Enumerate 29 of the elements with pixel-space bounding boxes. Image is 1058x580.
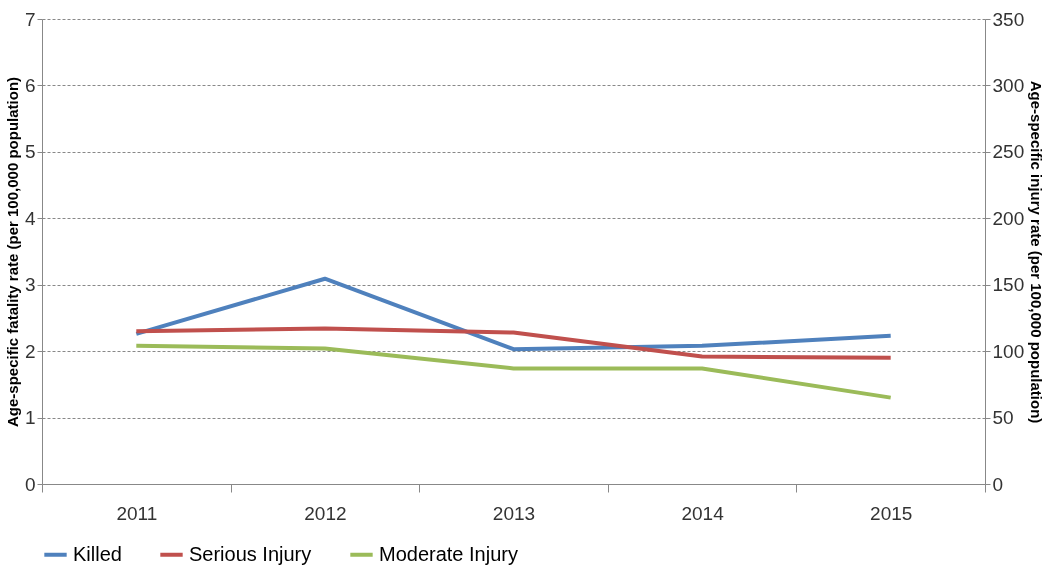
legend-label: Moderate Injury bbox=[379, 542, 518, 565]
y2-tick-label: 300 bbox=[992, 74, 1025, 96]
y2-tick-label: 100 bbox=[992, 340, 1025, 362]
y-tick-label: 0 bbox=[24, 473, 36, 495]
y-axis-title: Age-specific fatality rate (per 100,000 population) bbox=[3, 76, 21, 428]
x-tick-label: 2011 bbox=[116, 502, 158, 524]
y-tick-label: 2 bbox=[24, 340, 36, 362]
legend-label: Serious Injury bbox=[189, 542, 312, 565]
y-tick-label: 6 bbox=[24, 74, 36, 96]
y2-tick-label: 150 bbox=[992, 274, 1025, 296]
legend-label: Killed bbox=[73, 542, 122, 565]
y-tick-label: 1 bbox=[24, 407, 36, 429]
x-tick-label: 2015 bbox=[870, 502, 913, 524]
x-tick-label: 2014 bbox=[681, 502, 725, 524]
y2-tick-label: 250 bbox=[992, 141, 1025, 163]
y-tick-label: 4 bbox=[24, 207, 36, 229]
y2-tick-label: 50 bbox=[992, 407, 1014, 429]
line-series bbox=[134, 276, 893, 352]
y-tick-label: 3 bbox=[24, 274, 36, 296]
y2-axis-title: Age-specific injury rate (per 100,000 population) bbox=[1028, 80, 1046, 424]
y2-tick-label: 0 bbox=[992, 473, 1004, 495]
y2-tick-label: 350 bbox=[992, 8, 1025, 30]
y-tick-label: 5 bbox=[24, 141, 36, 163]
line-series bbox=[134, 326, 893, 360]
x-tick-label: 2012 bbox=[304, 502, 347, 524]
y-tick-label: 7 bbox=[24, 8, 36, 30]
y2-tick-label: 200 bbox=[992, 207, 1025, 229]
x-tick-label: 2013 bbox=[492, 502, 536, 524]
line-series bbox=[134, 343, 893, 400]
